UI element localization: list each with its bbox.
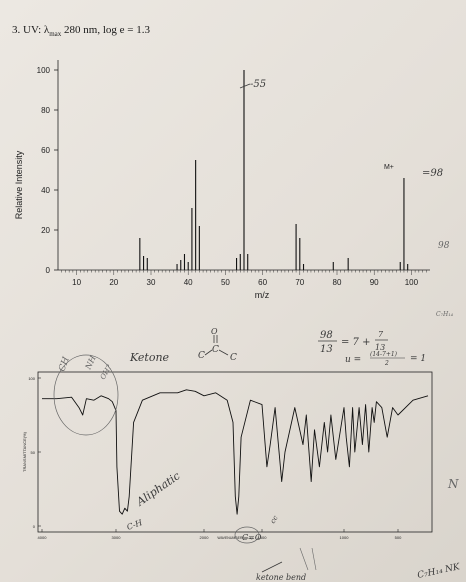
ms-x-tick-label: 50 xyxy=(221,278,230,287)
oh-region-circle xyxy=(53,354,119,436)
uv-data-text: 280 nm, log e = 1.3 xyxy=(64,24,150,36)
ir-x-tick-label: 1000 xyxy=(340,535,350,540)
ms-x-tick-label: 70 xyxy=(295,278,304,287)
ms-x-tick-label: 90 xyxy=(370,278,379,287)
bend-pointer-a xyxy=(299,547,309,571)
ir-x-axis-label: WAVENUMBER(cm-1) xyxy=(217,536,252,540)
peak-55-arrow xyxy=(239,83,251,89)
fraction-denominator: 13 xyxy=(320,344,333,355)
ir-y-tick-label: 50 xyxy=(31,450,36,455)
ms-y-tick-label: 60 xyxy=(41,146,50,155)
carbonyl-right-carbon: C xyxy=(230,353,237,363)
ms-x-tick-label: 30 xyxy=(147,278,156,287)
ch-note: CH xyxy=(57,356,71,373)
unsaturation-result: = 1 xyxy=(410,354,426,364)
unsaturation-denominator: 2 xyxy=(384,360,389,367)
question-number: 3. xyxy=(12,24,21,36)
ms-x-tick-label: 60 xyxy=(258,278,267,287)
ms-x-tick-label: 20 xyxy=(109,278,118,287)
lambda-symbol: λ xyxy=(43,24,50,36)
ms-x-tick-label: 40 xyxy=(184,278,193,287)
carbonyl-center-carbon: C xyxy=(212,345,219,355)
unsaturation-label: u = xyxy=(345,355,361,365)
ms-bars xyxy=(139,70,409,270)
ms-y-tick-label: 40 xyxy=(41,186,50,195)
ir-transmittance-trace xyxy=(42,389,429,515)
aliphatic-note: Aliphatic xyxy=(133,469,182,509)
question-title: 3. UV: λmax 280 nm, log e = 1.3 xyxy=(12,24,150,38)
ir-x-tick-label: 1500 xyxy=(258,535,268,540)
ir-trace xyxy=(42,389,429,515)
peak-55-note: -55 xyxy=(250,79,266,90)
ms-y-tick-label: 80 xyxy=(41,106,50,115)
ir-x-tick-label: 2000 xyxy=(200,535,210,540)
remainder-numerator: 7 xyxy=(378,330,384,339)
carbonyl-bond-left xyxy=(204,349,213,356)
fraction-numerator: 98 xyxy=(320,330,333,341)
remainder-denominator: 13 xyxy=(375,343,385,352)
ir-y-tick-label: 0 xyxy=(33,524,36,529)
ir-x-tick-label: 500 xyxy=(395,535,402,540)
ms-x-tick-label: 100 xyxy=(405,278,419,287)
carbonyl-bond-note: C=O xyxy=(242,533,262,542)
cc-bond-note: cc xyxy=(269,514,280,525)
bend-pointer-b xyxy=(311,547,317,571)
oh-note: OH? xyxy=(99,363,114,381)
nh-note: NH xyxy=(83,353,98,371)
ms-y-tick-label: 100 xyxy=(37,66,51,75)
side-98-note: 98 xyxy=(438,241,450,251)
ketone-bend-arrow xyxy=(261,561,283,573)
ir-x-tick-label: 4000 xyxy=(38,535,48,540)
ketone-bend-note: ketone bend xyxy=(256,573,306,582)
ms-x-axis-label: m/z xyxy=(255,290,270,300)
ms-y-axis-label: Relative Intensity xyxy=(14,150,24,219)
ms-y-tick-label: 20 xyxy=(41,226,50,235)
ms-y-tick-label: 0 xyxy=(46,266,51,275)
ir-frame xyxy=(37,371,433,533)
ir-y-axis-label: TRANSMITTANCE(%) xyxy=(22,431,27,472)
bottom-formula-note: C₇H₁₄ NK xyxy=(417,562,462,581)
carbonyl-left-carbon: C xyxy=(198,351,205,361)
ms-molecular-ion-label: M+ xyxy=(384,164,394,171)
ms-labels: 0 20 40 60 80 100 10 20 30 40 50 60 70 80 90 100 m/z Rela… xyxy=(14,66,419,300)
ch-bond-note: C-H xyxy=(126,518,145,532)
uv-label: UV: xyxy=(23,24,42,36)
ir-y-tick-label: 100 xyxy=(28,376,35,381)
unsaturation-numerator: (14-7+1) xyxy=(370,351,398,358)
m98-note: =98 xyxy=(422,168,443,179)
ms-x-tick-label: 10 xyxy=(72,278,81,287)
carbonyl-bond-right xyxy=(218,349,229,356)
notes-group: -55 =98 98 C₇H₁₄ 98 13 = 7 + 7 13 u = (14-7+1) 2 = 1… xyxy=(53,79,462,582)
lambda-subscript: max xyxy=(49,30,62,39)
ketone-note: Ketone xyxy=(129,351,170,364)
equation-quotient: = 7 + xyxy=(341,337,370,348)
side-n-note: N xyxy=(447,477,459,491)
ir-x-tick-label: 3000 xyxy=(112,535,122,540)
formula-top-note: C₇H₁₄ xyxy=(436,311,454,318)
ms-x-tick-label: 80 xyxy=(333,278,342,287)
carbonyl-oxygen: O xyxy=(211,327,218,336)
carbonyl-circle xyxy=(234,526,260,544)
